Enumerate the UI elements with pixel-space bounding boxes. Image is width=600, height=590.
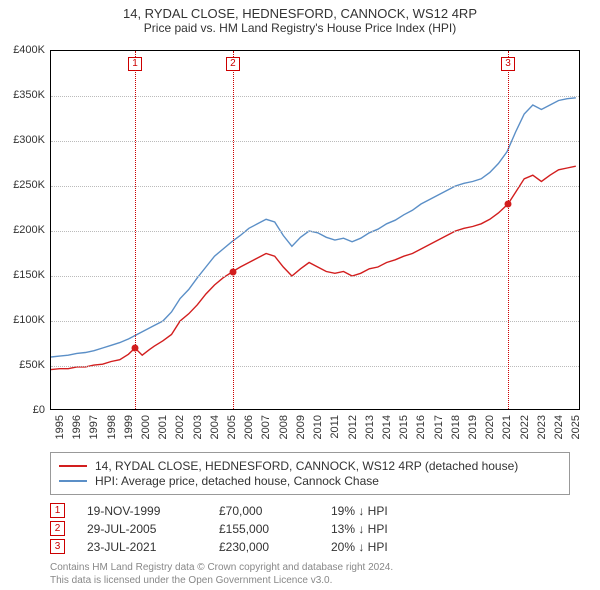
x-axis-label: 1997 <box>88 415 100 439</box>
sale-row-2: 2 29-JUL-2005 £155,000 13% ↓ HPI <box>50 521 570 536</box>
x-axis-label: 2010 <box>312 415 324 439</box>
chart-title-block: 14, RYDAL CLOSE, HEDNESFORD, CANNOCK, WS… <box>0 0 600 37</box>
legend-swatch-property <box>59 465 87 467</box>
y-axis-label: £50K <box>0 359 45 371</box>
chart-area: 123 £0£50K£100K£150K£200K£250K£300K£350K… <box>50 50 580 410</box>
x-axis-label: 2023 <box>536 415 548 439</box>
x-axis-label: 2005 <box>226 415 238 439</box>
sale-price-3: £230,000 <box>219 540 309 554</box>
gridline-h <box>51 231 579 232</box>
x-axis-label: 1998 <box>106 415 118 439</box>
x-axis-label: 2001 <box>157 415 169 439</box>
sale-marker-box: 1 <box>128 57 142 71</box>
sale-dot <box>229 268 236 275</box>
x-axis-label: 2015 <box>398 415 410 439</box>
sale-date-3: 23-JUL-2021 <box>87 540 197 554</box>
plot-region: 1 2 3 <box>50 50 580 410</box>
legend-label-hpi: HPI: Average price, detached house, Cann… <box>95 474 379 488</box>
x-axis-label: 2025 <box>570 415 582 439</box>
x-axis-label: 2022 <box>519 415 531 439</box>
y-axis-label: £200K <box>0 224 45 236</box>
x-axis-label: 2007 <box>260 415 272 439</box>
gridline-h <box>51 141 579 142</box>
x-axis-label: 2011 <box>329 415 341 439</box>
sale-marker-1: 1 <box>50 503 65 518</box>
x-axis-label: 2024 <box>553 415 565 439</box>
title-line2: Price paid vs. HM Land Registry's House … <box>0 21 600 35</box>
x-axis-label: 2003 <box>192 415 204 439</box>
series-line-hpi <box>51 98 576 357</box>
x-axis-label: 2000 <box>140 415 152 439</box>
title-line1: 14, RYDAL CLOSE, HEDNESFORD, CANNOCK, WS… <box>0 6 600 21</box>
legend-row-property: 14, RYDAL CLOSE, HEDNESFORD, CANNOCK, WS… <box>59 459 561 473</box>
sale-marker-vline <box>508 51 509 409</box>
y-axis-label: £150K <box>0 269 45 281</box>
x-axis-label: 2002 <box>174 415 186 439</box>
legend-label-property: 14, RYDAL CLOSE, HEDNESFORD, CANNOCK, WS… <box>95 459 518 473</box>
sale-date-1: 19-NOV-1999 <box>87 504 197 518</box>
sale-delta-2: 13% ↓ HPI <box>331 522 441 536</box>
footer-attribution: Contains HM Land Registry data © Crown c… <box>50 562 393 587</box>
sale-dot <box>131 345 138 352</box>
y-axis-label: £300K <box>0 134 45 146</box>
y-axis-label: £400K <box>0 44 45 56</box>
legend-row-hpi: HPI: Average price, detached house, Cann… <box>59 474 561 488</box>
sale-marker-2: 2 <box>50 521 65 536</box>
y-axis-label: £100K <box>0 314 45 326</box>
y-axis-label: £350K <box>0 89 45 101</box>
x-axis-label: 2012 <box>347 415 359 439</box>
x-axis-label: 1996 <box>71 415 83 439</box>
legend-box: 14, RYDAL CLOSE, HEDNESFORD, CANNOCK, WS… <box>50 452 570 495</box>
sale-marker-3: 3 <box>50 539 65 554</box>
gridline-h <box>51 96 579 97</box>
x-axis-label: 2016 <box>415 415 427 439</box>
x-axis-label: 2021 <box>501 415 513 439</box>
sale-price-1: £70,000 <box>219 504 309 518</box>
x-axis-label: 2008 <box>278 415 290 439</box>
sale-row-1: 1 19-NOV-1999 £70,000 19% ↓ HPI <box>50 503 570 518</box>
sale-delta-1: 19% ↓ HPI <box>331 504 441 518</box>
footer-line1: Contains HM Land Registry data © Crown c… <box>50 562 393 575</box>
x-axis-label: 2013 <box>364 415 376 439</box>
sale-date-2: 29-JUL-2005 <box>87 522 197 536</box>
x-axis-label: 2009 <box>295 415 307 439</box>
sale-delta-3: 20% ↓ HPI <box>331 540 441 554</box>
y-axis-label: £0 <box>0 404 45 416</box>
y-axis-label: £250K <box>0 179 45 191</box>
legend-swatch-hpi <box>59 480 87 482</box>
x-axis-label: 1999 <box>123 415 135 439</box>
gridline-h <box>51 366 579 367</box>
sale-marker-vline <box>135 51 136 409</box>
x-axis-label: 2018 <box>450 415 462 439</box>
sale-marker-vline <box>233 51 234 409</box>
sale-row-3: 3 23-JUL-2021 £230,000 20% ↓ HPI <box>50 539 570 554</box>
sales-table: 1 19-NOV-1999 £70,000 19% ↓ HPI 2 29-JUL… <box>50 500 570 557</box>
x-axis-label: 2006 <box>243 415 255 439</box>
gridline-h <box>51 321 579 322</box>
sale-marker-box: 2 <box>226 57 240 71</box>
x-axis-label: 1995 <box>54 415 66 439</box>
gridline-h <box>51 186 579 187</box>
x-axis-label: 2014 <box>381 415 393 439</box>
footer-line2: This data is licensed under the Open Gov… <box>50 575 393 588</box>
sale-price-2: £155,000 <box>219 522 309 536</box>
sale-dot <box>505 201 512 208</box>
x-axis-label: 2019 <box>467 415 479 439</box>
x-axis-label: 2017 <box>433 415 445 439</box>
gridline-h <box>51 276 579 277</box>
x-axis-label: 2004 <box>209 415 221 439</box>
x-axis-label: 2020 <box>484 415 496 439</box>
sale-marker-box: 3 <box>501 57 515 71</box>
